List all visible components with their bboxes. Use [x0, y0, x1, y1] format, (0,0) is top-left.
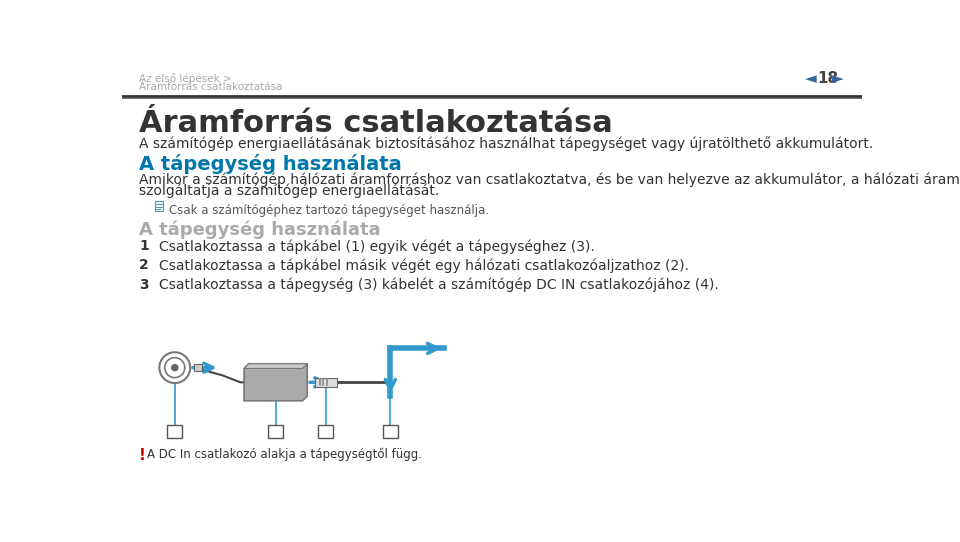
Circle shape	[172, 365, 178, 371]
FancyBboxPatch shape	[167, 424, 182, 438]
Text: Áramforrás csatlakoztatása: Áramforrás csatlakoztatása	[139, 82, 283, 92]
Text: Az első lépések >: Az első lépések >	[139, 73, 232, 83]
Text: ►: ►	[832, 72, 844, 86]
FancyBboxPatch shape	[268, 424, 283, 438]
FancyBboxPatch shape	[315, 378, 337, 386]
Text: Csatlakoztassa a tápkábel (1) egyik végét a tápegységhez (3).: Csatlakoztassa a tápkábel (1) egyik végé…	[159, 239, 595, 254]
FancyBboxPatch shape	[155, 201, 163, 211]
Text: A számítógép energiaellátásának biztosításához használhat tápegységet vagy újrat: A számítógép energiaellátásának biztosít…	[139, 136, 874, 151]
Text: Áramforrás csatlakoztatása: Áramforrás csatlakoztatása	[139, 109, 613, 138]
FancyBboxPatch shape	[194, 364, 203, 371]
Text: 3: 3	[272, 425, 280, 438]
Text: 1: 1	[322, 425, 330, 438]
Text: A DC In csatlakozó alakja a tápegységtől függ.: A DC In csatlakozó alakja a tápegységtől…	[147, 448, 422, 461]
Polygon shape	[244, 364, 307, 401]
Text: !: !	[139, 448, 146, 463]
Text: Amikor a számítógép hálózati áramforráshoz van csatlakoztatva, és be van helyezv: Amikor a számítógép hálózati áramforrásh…	[139, 173, 960, 188]
Text: szolgáltatja a számítógép energiaellátását.: szolgáltatja a számítógép energiaellátás…	[139, 184, 440, 198]
Text: Csatlakoztassa a tápegység (3) kábelét a számítógép DC IN csatlakozójához (4).: Csatlakoztassa a tápegység (3) kábelét a…	[159, 278, 719, 292]
Text: 4: 4	[171, 425, 179, 438]
Text: 3: 3	[139, 278, 149, 292]
Text: A tápegység használata: A tápegység használata	[139, 153, 402, 173]
Polygon shape	[244, 364, 307, 369]
Text: ◄: ◄	[805, 72, 817, 86]
Text: Csak a számítógéphez tartozó tápegységet használja.: Csak a számítógéphez tartozó tápegységet…	[169, 204, 489, 217]
FancyBboxPatch shape	[383, 424, 398, 438]
Text: 2: 2	[386, 425, 395, 438]
FancyBboxPatch shape	[318, 424, 333, 438]
Text: 18: 18	[818, 72, 839, 86]
Text: Csatlakoztassa a tápkábel másik végét egy hálózati csatlakozóaljzathoz (2).: Csatlakoztassa a tápkábel másik végét eg…	[159, 259, 689, 273]
Text: A tápegység használata: A tápegység használata	[139, 221, 381, 239]
Text: 2: 2	[139, 259, 149, 272]
Text: 1: 1	[139, 239, 149, 253]
